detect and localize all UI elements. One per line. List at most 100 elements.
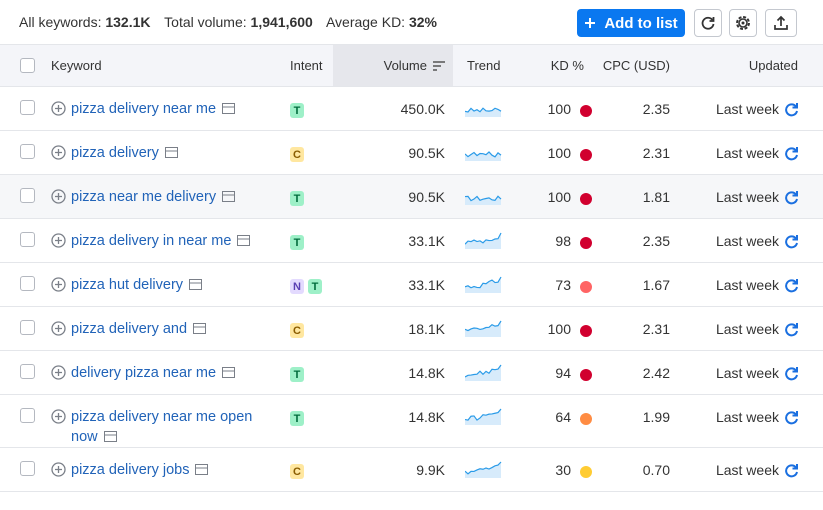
keyword-link[interactable]: pizza near me delivery: [71, 189, 217, 205]
update-icon[interactable]: [784, 463, 799, 478]
keyword-link[interactable]: pizza delivery jobs: [71, 462, 190, 478]
column-header: Trend: [467, 58, 501, 73]
update-icon[interactable]: [784, 234, 799, 249]
keyword-row: pizza delivery near me T 450.0K 100 2.35 Last…: [0, 87, 823, 131]
update-icon[interactable]: [784, 322, 799, 337]
kd-dot: [580, 369, 592, 381]
update-icon[interactable]: [784, 102, 799, 117]
volume: 90.5K: [408, 145, 445, 161]
serp-icon: [195, 464, 209, 475]
volume: 9.9K: [416, 462, 445, 478]
export-icon: [774, 15, 788, 30]
keyword-row: pizza delivery in near me T 33.1K 98 2.35 Las…: [0, 219, 823, 263]
volume: 14.8K: [408, 409, 445, 425]
intent-badge: T: [308, 279, 322, 294]
keyword-link[interactable]: pizza delivery: [71, 145, 159, 161]
serp-icon: [164, 147, 178, 158]
kd: 30: [555, 462, 571, 478]
cpc: 2.31: [642, 321, 670, 337]
updated: Last week: [715, 321, 779, 337]
add-keyword-icon[interactable]: [51, 189, 66, 204]
kd-dot: [580, 413, 592, 425]
column-header: Keyword: [51, 58, 102, 73]
kd-dot: [580, 193, 592, 205]
row-checkbox[interactable]: [20, 364, 35, 379]
keyword-link[interactable]: pizza delivery and: [71, 321, 188, 337]
trend-sparkline: [465, 151, 502, 161]
row-checkbox[interactable]: [20, 461, 35, 476]
serp-icon: [193, 323, 207, 334]
trend-sparkline: [465, 232, 502, 249]
row-checkbox[interactable]: [20, 408, 35, 423]
sort-icon: [433, 60, 445, 71]
intent-badge: T: [290, 411, 304, 426]
keyword-link[interactable]: pizza delivery in near me: [71, 233, 232, 249]
add-keyword-icon[interactable]: [51, 365, 66, 380]
update-icon[interactable]: [784, 366, 799, 381]
kd: 98: [555, 233, 571, 249]
kd-dot: [580, 281, 592, 293]
keyword-link[interactable]: pizza hut delivery: [71, 277, 184, 293]
updated: Last week: [715, 233, 779, 249]
intent-badge: T: [290, 103, 304, 118]
add-keyword-icon[interactable]: [51, 101, 66, 116]
keyword-link[interactable]: delivery pizza near me: [71, 365, 217, 381]
row-checkbox[interactable]: [20, 320, 35, 335]
summary: All keywords: 132.1K Total volume: 1,941…: [19, 14, 447, 30]
column-header: Updated: [748, 58, 798, 73]
updated: Last week: [715, 145, 779, 161]
add-keyword-icon[interactable]: [51, 462, 66, 477]
trend-sparkline: [465, 408, 502, 425]
updated: Last week: [715, 189, 779, 205]
keyword-row: pizza delivery and C 18.1K 100 2.31 Last week: [0, 307, 823, 351]
add-keyword-icon[interactable]: [51, 277, 66, 292]
update-icon[interactable]: [784, 278, 799, 293]
update-icon[interactable]: [784, 190, 799, 205]
column-header: KD %: [550, 58, 584, 73]
export-button[interactable]: [765, 9, 797, 37]
keyword-row: pizza delivery C 90.5K 100 2.31 Last week: [0, 131, 823, 175]
kd-dot: [580, 149, 592, 161]
column-header-sorted[interactable]: Volume: [333, 45, 453, 86]
row-checkbox[interactable]: [20, 276, 35, 291]
add-keyword-icon[interactable]: [51, 145, 66, 160]
kd: 100: [547, 189, 571, 205]
update-icon[interactable]: [784, 410, 799, 425]
refresh-button[interactable]: [694, 9, 722, 37]
intent-badge: T: [290, 367, 304, 382]
add-keyword-icon[interactable]: [51, 409, 66, 424]
cpc: 2.31: [642, 145, 670, 161]
add-to-list-button[interactable]: Add to list: [577, 9, 685, 37]
keyword-link[interactable]: pizza delivery near me: [71, 101, 217, 117]
kd: 73: [555, 277, 571, 293]
table-body: pizza delivery near me T 450.0K 100 2.35 Last…: [0, 87, 823, 492]
row-checkbox[interactable]: [20, 100, 35, 115]
row-checkbox[interactable]: [20, 232, 35, 247]
intent-badge: N: [290, 279, 304, 294]
keyword-link[interactable]: pizza delivery near me open now: [71, 409, 253, 445]
kd-dot: [580, 237, 592, 249]
volume: 18.1K: [408, 321, 445, 337]
kd-dot: [580, 325, 592, 337]
row-checkbox[interactable]: [20, 188, 35, 203]
settings-button[interactable]: [729, 9, 757, 37]
add-keyword-icon[interactable]: [51, 233, 66, 248]
kd-dot: [580, 105, 592, 117]
summary-bar: All keywords: 132.1K Total volume: 1,941…: [0, 0, 823, 45]
add-keyword-icon[interactable]: [51, 321, 66, 336]
row-checkbox[interactable]: [20, 144, 35, 159]
keyword-row: pizza hut delivery N T 33.1K 73 1.67 Last week: [0, 263, 823, 307]
kd: 100: [547, 145, 571, 161]
update-icon[interactable]: [784, 146, 799, 161]
button-label: Add to list: [604, 14, 678, 32]
label: Total volume:: [164, 14, 247, 30]
updated: Last week: [715, 462, 779, 478]
serp-icon: [222, 103, 236, 114]
trend-sparkline: [465, 195, 502, 205]
cpc: 2.42: [642, 365, 670, 381]
serp-icon: [237, 235, 251, 246]
all-keywords: 132.1K: [105, 14, 151, 30]
select-all-checkbox[interactable]: [20, 58, 35, 73]
serp-icon: [189, 279, 203, 290]
